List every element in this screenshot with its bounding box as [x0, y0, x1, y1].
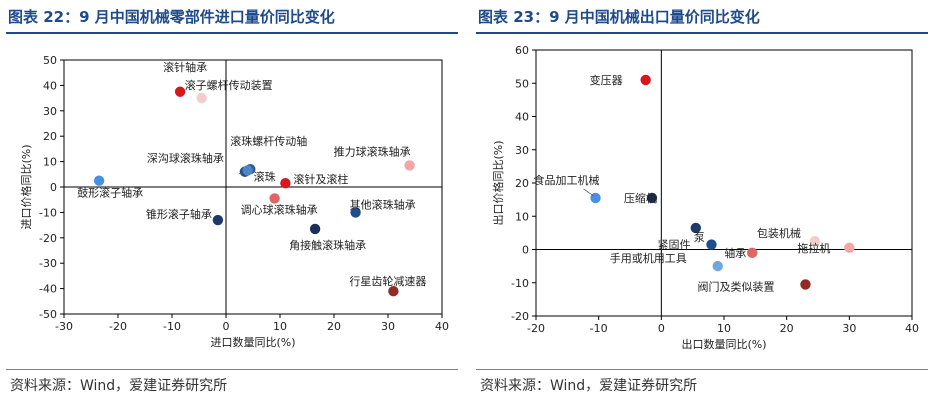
- y-tick-label: 40: [43, 79, 57, 92]
- data-point: [404, 160, 415, 171]
- scatter-chart-export: -20 -10 0 10 20 30 40 -20 -10 0 10 20 30 40 50 60 出口数量同比…: [491, 44, 919, 351]
- y-tick-label: -20: [511, 310, 529, 323]
- figure-title: 图表 23：9 月中国机械出口量价同比变化: [478, 8, 760, 26]
- x-axis-title: 进口数量同比(%): [210, 336, 295, 349]
- y-tick-label: -10: [39, 206, 57, 219]
- data-point: [800, 279, 811, 290]
- data-label: 食品加工机械: [534, 173, 600, 187]
- title-divider: [6, 32, 458, 34]
- source-note: 资料来源：Wind，爱建证券研究所: [10, 378, 228, 394]
- x-tick-label: -10: [163, 320, 181, 333]
- data-label: 行星齿轮减速器: [349, 274, 426, 288]
- scatter-chart-import: -30 -20 -10 0 10 20 30 40 -50 -40 -30 -20 -10 0 10 20 30…: [19, 54, 449, 349]
- data-label: 包装机械: [757, 226, 801, 240]
- y-tick-label: 30: [43, 105, 57, 118]
- data-point: [640, 74, 651, 86]
- x-tick-label: 30: [381, 320, 395, 333]
- y-tick-label: -50: [39, 308, 57, 321]
- x-tick-label: 10: [717, 322, 731, 335]
- data-point: [590, 192, 601, 204]
- data-label: 滚珠: [254, 169, 276, 183]
- source-divider: [476, 369, 928, 370]
- y-tick-label: 30: [515, 144, 529, 157]
- y-tick-label: 0: [50, 181, 57, 194]
- data-label: 滚珠螺杆传动轴: [230, 134, 307, 148]
- x-tick-label: -20: [527, 322, 545, 335]
- data-point: [706, 239, 717, 250]
- data-point: [747, 247, 758, 259]
- y-tick-label: 40: [515, 111, 529, 124]
- data-point: [196, 92, 207, 104]
- data-point: [309, 223, 321, 235]
- data-point: [280, 177, 291, 189]
- data-point: [242, 165, 253, 176]
- data-point: [809, 235, 821, 247]
- data-label: 阀门及类似装置: [697, 279, 774, 293]
- data-label: 角接触滚珠轴承: [289, 238, 366, 252]
- figure-title: 图表 22：9 月中国机械零部件进口量价同比变化: [8, 8, 335, 26]
- y-axis-title: 出口价格同比(%): [491, 140, 505, 225]
- x-tick-label: 20: [780, 322, 794, 335]
- data-label: 手用或机用工具: [610, 251, 687, 265]
- data-point: [712, 260, 723, 272]
- data-point: [844, 242, 855, 254]
- data-label: 推力球滚珠轴承: [334, 144, 411, 158]
- y-tick-label: 10: [515, 210, 529, 223]
- data-label: 滚子螺杆传动装置: [185, 78, 273, 92]
- y-tick-label: 60: [515, 44, 529, 57]
- data-label: 轴承: [724, 246, 746, 260]
- data-label: 滚针及滚柱: [293, 172, 348, 186]
- chart-panel-import: 图表 22：9 月中国机械零部件进口量价同比变化 -30 -20 -10 0 10 20 3…: [6, 0, 460, 414]
- y-tick-label: 0: [522, 244, 529, 257]
- data-point: [212, 214, 224, 226]
- title-divider: [476, 32, 928, 34]
- data-label: 鼓形滚子轴承: [77, 186, 143, 200]
- x-tick-label: 30: [842, 322, 856, 335]
- data-label: 深沟球滚珠轴承: [147, 151, 224, 165]
- y-tick-label: 10: [43, 156, 57, 169]
- source-divider: [6, 369, 458, 370]
- data-label: 滚针轴承: [163, 60, 207, 74]
- x-tick-label: -30: [55, 320, 73, 333]
- y-axis-title: 进口价格同比(%): [19, 144, 33, 229]
- y-tick-label: 20: [515, 177, 529, 190]
- x-tick-label: -10: [590, 322, 608, 335]
- data-point: [690, 222, 701, 234]
- x-tick-label: 0: [658, 322, 665, 335]
- data-label: 其他滚珠轴承: [350, 197, 416, 211]
- x-tick-label: 10: [273, 320, 287, 333]
- data-label: 泵: [694, 231, 705, 244]
- label-leader-line: [583, 188, 594, 197]
- y-tick-label: 50: [515, 77, 529, 90]
- data-label: 变压器: [590, 73, 623, 87]
- x-tick-label: -20: [109, 320, 127, 333]
- data-label: 压缩机: [624, 191, 657, 205]
- data-point: [350, 207, 361, 218]
- data-point: [646, 192, 658, 204]
- y-tick-label: -10: [511, 277, 529, 290]
- chart-panel-export: 图表 23：9 月中国机械出口量价同比变化 -20 -10 0 10 20 30 40 -20…: [476, 0, 930, 414]
- data-point: [93, 175, 105, 186]
- data-point: [174, 86, 186, 97]
- x-tick-label: 40: [905, 322, 919, 335]
- y-tick-label: -40: [39, 283, 57, 296]
- y-tick-label: -20: [39, 232, 57, 245]
- source-note: 资料来源：Wind，爱建证券研究所: [480, 378, 698, 394]
- x-tick-label: 0: [223, 320, 230, 333]
- data-label: 调心球滚珠轴承: [241, 202, 318, 216]
- x-tick-label: 40: [435, 320, 449, 333]
- x-tick-label: 20: [327, 320, 341, 333]
- data-point: [388, 285, 399, 297]
- data-label: 紧固件: [657, 239, 690, 252]
- data-point: [269, 193, 280, 204]
- y-tick-label: 20: [43, 130, 57, 143]
- data-label: 拖拉机: [797, 241, 830, 255]
- y-tick-label: 50: [43, 54, 57, 67]
- data-label: 锥形滚子轴承: [146, 207, 212, 221]
- x-axis-title: 出口数量同比(%): [681, 337, 766, 351]
- y-tick-label: -30: [39, 257, 57, 270]
